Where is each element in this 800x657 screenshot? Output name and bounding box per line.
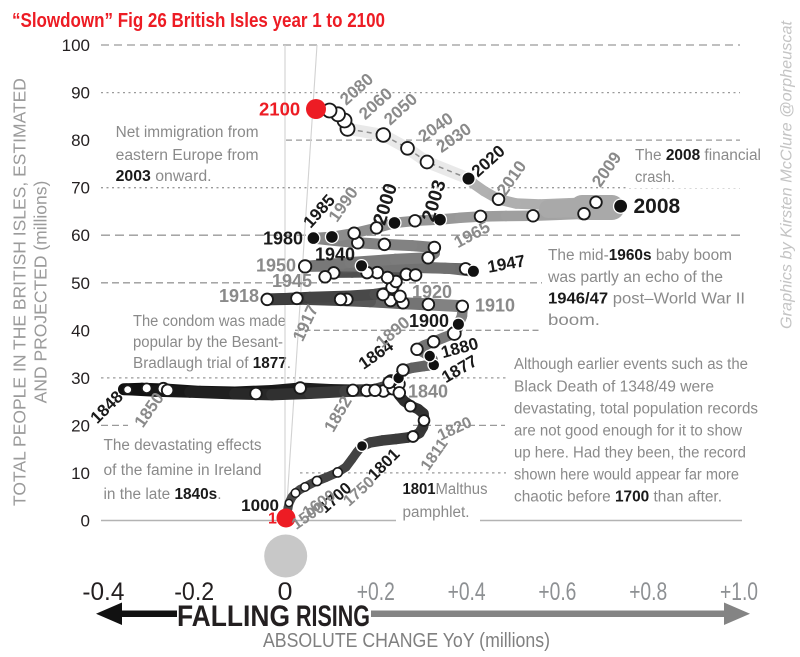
svg-text:1980: 1980	[263, 229, 303, 249]
svg-text:Bradlaugh trial of 1877.: Bradlaugh trial of 1877.	[133, 355, 291, 372]
svg-text:+0.4: +0.4	[448, 578, 486, 606]
svg-text:Black Death of 1348/49 were: Black Death of 1348/49 were	[514, 378, 714, 395]
svg-text:20: 20	[71, 416, 90, 435]
svg-text:Graphics by Kirsten McClure @o: Graphics by Kirsten McClure @orpheuscat	[779, 20, 796, 329]
svg-text:60: 60	[71, 226, 90, 245]
svg-text:popular by the Besant-: popular by the Besant-	[133, 334, 283, 351]
svg-text:The condom was made: The condom was made	[133, 313, 286, 330]
svg-text:ABSOLUTE CHANGE YoY (millions): ABSOLUTE CHANGE YoY (millions)	[263, 630, 550, 652]
svg-text:Net immigration from: Net immigration from	[116, 124, 259, 141]
svg-text:1946/47 post–World War II: 1946/47 post–World War II	[548, 291, 745, 308]
svg-text:are not good enough for it to: are not good enough for it to show	[514, 422, 743, 439]
svg-text:1940: 1940	[315, 245, 355, 265]
svg-text:pamphlet.: pamphlet.	[403, 504, 470, 521]
svg-text:1900: 1900	[409, 311, 449, 331]
svg-text:+0.8: +0.8	[629, 578, 667, 606]
svg-text:shown here would appear far mo: shown here would appear far more	[514, 466, 739, 483]
svg-text:1840: 1840	[408, 382, 448, 402]
svg-text:50: 50	[71, 274, 90, 293]
svg-text:10: 10	[71, 464, 90, 483]
svg-text:1910: 1910	[475, 296, 515, 316]
svg-text:70: 70	[71, 179, 90, 198]
svg-text:2100: 2100	[259, 99, 300, 120]
svg-text:2009: 2009	[588, 148, 625, 190]
svg-text:90: 90	[71, 84, 90, 103]
svg-text:+1.0: +1.0	[720, 578, 758, 606]
svg-text:-0.4: -0.4	[82, 578, 124, 606]
svg-text:1947: 1947	[486, 251, 527, 276]
svg-text:boom.: boom.	[548, 312, 600, 329]
svg-text:crash.: crash.	[635, 169, 675, 186]
svg-text:1: 1	[268, 511, 277, 528]
svg-text:devastating, total population: devastating, total population records	[514, 401, 758, 418]
svg-text:The devastating effects: The devastating effects	[104, 437, 262, 454]
svg-text:“Slowdown” Fig 26 British Isle: “Slowdown” Fig 26 British Isles year 1 t…	[12, 10, 385, 32]
svg-text:80: 80	[71, 131, 90, 150]
svg-text:2003 onward.: 2003 onward.	[116, 168, 212, 185]
svg-text:in the late 1840s.: in the late 1840s.	[104, 486, 222, 503]
svg-text:1801Malthus: 1801Malthus	[403, 481, 488, 498]
svg-text:up here. Had they been, the re: up here. Had they been, the record	[514, 444, 746, 461]
svg-text:chaotic before 1700 than after: chaotic before 1700 than after.	[514, 488, 722, 505]
svg-text:1920: 1920	[412, 282, 452, 302]
svg-text:30: 30	[71, 369, 90, 388]
svg-text:Although earlier events such a: Although earlier events such as the	[514, 356, 748, 373]
svg-text:1918: 1918	[219, 286, 259, 306]
svg-text:AND PROJECTED (millions): AND PROJECTED (millions)	[31, 181, 51, 404]
svg-text:1820: 1820	[435, 414, 475, 445]
svg-text:of the famine in Ireland: of the famine in Ireland	[104, 462, 262, 479]
svg-text:FALLING: FALLING	[177, 600, 290, 633]
svg-text:0: 0	[81, 512, 90, 531]
svg-text:1852: 1852	[320, 393, 355, 435]
svg-text:+0.6: +0.6	[538, 578, 576, 606]
svg-text:TOTAL PEOPLE IN THE BRITISH IS: TOTAL PEOPLE IN THE BRITISH ISLES, ESTIM…	[10, 78, 30, 506]
svg-text:100: 100	[62, 36, 90, 55]
svg-text:RISING: RISING	[296, 600, 370, 633]
svg-text:eastern Europe from: eastern Europe from	[116, 147, 259, 164]
svg-text:1950: 1950	[256, 256, 296, 276]
svg-text:1890: 1890	[372, 313, 413, 352]
svg-text:was partly an echo of the: was partly an echo of the	[547, 269, 723, 286]
svg-text:The mid-1960s baby boom: The mid-1960s baby boom	[548, 247, 732, 264]
svg-text:40: 40	[71, 321, 90, 340]
svg-text:2008: 2008	[634, 195, 681, 218]
svg-text:The 2008 financial: The 2008 financial	[635, 147, 761, 164]
